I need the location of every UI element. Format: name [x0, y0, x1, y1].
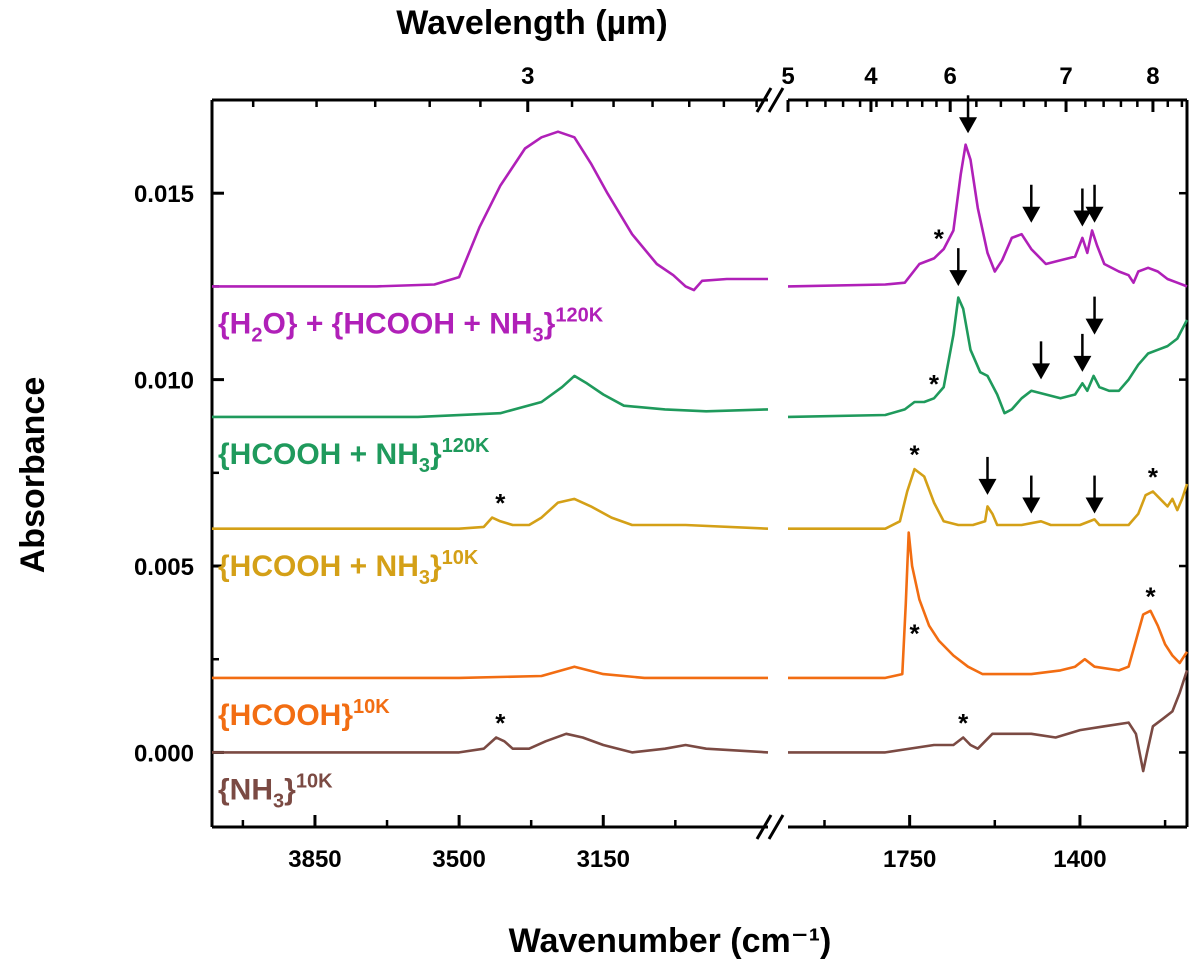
y-tick-label: 0.000	[134, 740, 194, 767]
axis-break-mark	[755, 814, 773, 840]
series-labels: {H2O} + {HCOOH + NH3}120K {HCOOH + NH3}12…	[218, 305, 604, 813]
x-axis-title: Wavenumber (cm⁻¹)	[509, 922, 832, 960]
series-line-3-left	[212, 665, 768, 680]
peak-arrow-head	[1073, 355, 1092, 372]
top-tick-label: 3	[521, 63, 534, 90]
peak-arrow-head	[949, 270, 968, 287]
series-label-3: {HCOOH}10K	[218, 696, 390, 732]
x-axis: 3850 3500 3150 1750 1400	[241, 815, 1167, 873]
x-tick-label: 3850	[288, 846, 341, 873]
series-line-2-left	[212, 497, 769, 530]
top-tick-label: 4	[864, 63, 878, 90]
peak-star: *	[1148, 462, 1159, 492]
top-tick-label: 6	[944, 63, 957, 90]
y-axis-title: Absorbance	[14, 377, 52, 574]
top-tick-label: 5	[781, 63, 794, 90]
series-line-3-right	[788, 531, 1189, 680]
series-line-4-right	[788, 669, 1189, 773]
peak-arrow-head	[1085, 497, 1104, 514]
peak-arrow-head	[1032, 363, 1051, 380]
series-label-2: {HCOOH + NH3}10K	[218, 547, 479, 589]
axis-break-mark	[755, 87, 773, 113]
y-axis: 0.000 0.005 0.010 0.015	[134, 98, 1187, 767]
peak-star: *	[909, 619, 920, 649]
peak-star: *	[495, 708, 506, 738]
peak-arrow-head	[1073, 210, 1092, 227]
peak-star: *	[958, 708, 969, 738]
series-label-4: {NH3}10K	[218, 771, 333, 813]
series-line-0-right	[787, 143, 1188, 288]
x-tick-label: 1400	[1053, 846, 1106, 873]
top-axis: 3 4 5 6 7 8	[251, 63, 1184, 112]
peak-star: *	[929, 369, 940, 399]
axis-break-mark	[767, 814, 785, 840]
series-line-1-left	[212, 374, 769, 419]
peak-arrow-head	[1022, 497, 1041, 514]
peak-arrow-head	[1085, 206, 1104, 223]
y-tick-label: 0.015	[134, 181, 194, 208]
peak-arrow-head	[1022, 206, 1041, 223]
series-lines	[212, 130, 1189, 773]
peak-star: *	[495, 488, 506, 518]
series-line-0-left	[212, 130, 768, 292]
series-label-0: {H2O} + {HCOOH + NH3}120K	[218, 305, 604, 347]
x-tick-label: 3150	[577, 846, 630, 873]
top-tick-label: 7	[1059, 63, 1072, 90]
peak-arrow-head	[1085, 318, 1104, 335]
x-tick-label: 3500	[432, 846, 485, 873]
peak-star: *	[934, 223, 945, 253]
peak-arrow-head	[978, 478, 997, 495]
peak-star: *	[909, 440, 920, 470]
annotations: * * * * * * * * *	[495, 95, 1159, 738]
y-tick-label: 0.010	[134, 368, 194, 395]
top-tick-label: 8	[1146, 63, 1159, 90]
series-label-1: {HCOOH + NH3}120K	[218, 435, 490, 477]
peak-star: *	[1145, 581, 1156, 611]
plot-frame	[210, 87, 1189, 840]
x-tick-label: 1750	[883, 846, 936, 873]
top-axis-title: Wavelength (µm)	[396, 4, 667, 42]
peak-arrow-head	[959, 117, 978, 134]
series-line-2-right	[788, 467, 1189, 530]
y-tick-label: 0.005	[134, 554, 194, 581]
series-line-1-right	[787, 296, 1189, 419]
series-line-4-left	[212, 732, 769, 754]
axis-break-mark	[767, 87, 785, 113]
